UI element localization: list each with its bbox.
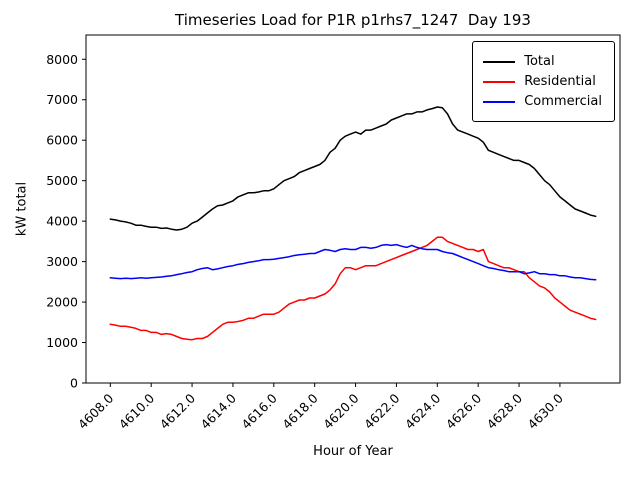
y-tick-label: 2000 — [46, 295, 78, 310]
commercial-line-swatch — [483, 100, 516, 103]
x-tick-label: 4622.0 — [361, 390, 403, 432]
residential-line-swatch — [483, 80, 516, 83]
y-tick-label: 5000 — [46, 173, 78, 188]
y-tick-label: 1000 — [46, 335, 78, 350]
x-tick-label: 4630.0 — [524, 390, 566, 432]
chart-title: Timeseries Load for P1R p1rhs7_1247 Day … — [175, 11, 531, 29]
axes-spines — [85, 34, 621, 384]
y-tick-label: 8000 — [46, 52, 78, 67]
y-tick-label: 7000 — [46, 92, 78, 107]
x-tick-label: 4616.0 — [238, 390, 280, 432]
legend: Total Residential Commercial — [472, 41, 615, 122]
x-tick-label: 4608.0 — [75, 390, 117, 432]
x-tick-label: 4626.0 — [443, 390, 485, 432]
x-tick-label: 4624.0 — [402, 390, 444, 432]
series-line-commercial — [109, 243, 597, 281]
x-tick-label: 4628.0 — [484, 390, 526, 432]
series-line-total — [109, 106, 597, 231]
y-tick-label: 0 — [70, 376, 78, 391]
y-axis-label: kW total — [14, 181, 30, 237]
y-tick-label: 3000 — [46, 254, 78, 269]
x-tick-label: 4620.0 — [320, 390, 362, 432]
x-tick-label: 4618.0 — [279, 390, 321, 432]
x-tick-label: 4610.0 — [116, 390, 158, 432]
legend-label-total: Total — [524, 54, 555, 69]
legend-label-residential: Residential — [524, 74, 596, 89]
y-tick-label: 6000 — [46, 133, 78, 148]
x-tick-label: 4612.0 — [157, 390, 199, 432]
legend-entry-commercial: Commercial — [483, 94, 602, 109]
series-line-residential — [109, 236, 597, 341]
y-tick-label: 4000 — [46, 214, 78, 229]
legend-label-commercial: Commercial — [524, 94, 602, 109]
legend-entry-total: Total — [483, 54, 602, 69]
x-tick-label: 4614.0 — [198, 390, 240, 432]
x-axis-label: Hour of Year — [313, 444, 393, 459]
total-line-swatch — [483, 60, 516, 63]
legend-entry-residential: Residential — [483, 74, 602, 89]
